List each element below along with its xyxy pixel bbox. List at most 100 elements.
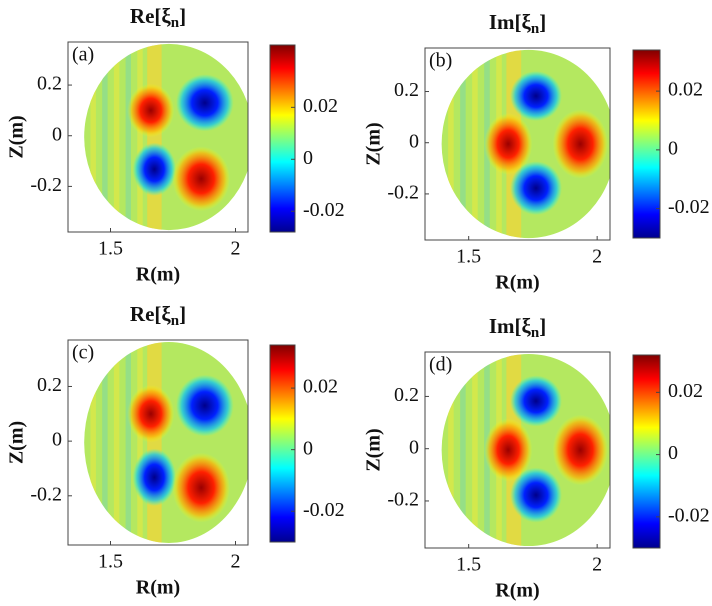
field-blob bbox=[552, 109, 609, 179]
field-stripe bbox=[102, 342, 108, 543]
y-tick-label: -0.2 bbox=[30, 483, 62, 505]
field bbox=[79, 42, 248, 232]
field-band bbox=[147, 342, 162, 543]
field-stripe bbox=[460, 49, 466, 239]
colorbar bbox=[632, 354, 661, 549]
field-blob bbox=[132, 448, 176, 507]
panel: Im[ξn] (d) R(m) Z(m) 1.5 2 0.2 0 -0.2 0.02 0 -0.02 bbox=[363, 314, 710, 602]
panel-title: Im[ξn] bbox=[489, 10, 546, 38]
colorbar-tick-label: 0 bbox=[303, 437, 313, 459]
colorbar bbox=[632, 49, 661, 239]
title-main: Im[ξ bbox=[489, 10, 532, 34]
field-blob bbox=[510, 161, 562, 216]
axes-frame bbox=[424, 47, 611, 241]
title-sub: n bbox=[531, 325, 540, 341]
title-sub: n bbox=[171, 313, 180, 329]
field-stripe bbox=[113, 342, 120, 543]
axes-frame bbox=[424, 351, 611, 549]
panel: Im[ξn] (b) R(m) Z(m) 1.5 2 0.2 0 -0.2 0.02 0 -0.02 bbox=[363, 10, 710, 294]
y-tick-label: 0 bbox=[52, 429, 62, 451]
x-tick-label: 2 bbox=[592, 246, 602, 268]
colorbar bbox=[269, 44, 296, 233]
field-stripe bbox=[125, 43, 131, 231]
x-tick-label: 2 bbox=[592, 554, 602, 576]
field-blob bbox=[132, 142, 176, 196]
y-tick-label: 0.2 bbox=[37, 73, 62, 95]
panel-label: (d) bbox=[429, 354, 452, 376]
title-end: ] bbox=[179, 4, 186, 28]
y-tick-label: 0.2 bbox=[394, 384, 419, 406]
field-blob bbox=[127, 385, 175, 443]
y-tick-label: 0.2 bbox=[37, 374, 62, 396]
colorbar bbox=[269, 344, 296, 543]
field-blob bbox=[176, 74, 234, 132]
axes-frame bbox=[67, 339, 249, 546]
field-stripe bbox=[113, 43, 120, 231]
y-tick-label: -0.2 bbox=[30, 174, 62, 196]
y-tick-label: -0.2 bbox=[387, 182, 419, 204]
colorbar-tick-label: -0.02 bbox=[303, 499, 345, 521]
colorbar-tick-label: -0.02 bbox=[303, 199, 345, 221]
colorbar-tick-label: 0.02 bbox=[668, 380, 703, 402]
field-blob bbox=[127, 83, 175, 137]
x-tick-label: 1.5 bbox=[98, 551, 123, 573]
field-stripe bbox=[448, 49, 454, 239]
x-axis-label: R(m) bbox=[495, 272, 539, 294]
panel: Re[ξn] (c) R(m) Z(m) 1.5 2 0.2 0 -0.2 0.02 0 -0.02 bbox=[6, 302, 345, 599]
title-end: ] bbox=[539, 314, 546, 338]
y-tick-label: 0 bbox=[52, 123, 62, 145]
y-axis-label: Z(m) bbox=[6, 421, 28, 464]
field-blob bbox=[510, 467, 562, 523]
x-tick-label: 2 bbox=[231, 238, 241, 260]
colorbar-tick-label: -0.02 bbox=[668, 504, 710, 526]
field-blob bbox=[510, 375, 562, 427]
colorbar-tick-label: 0.02 bbox=[303, 376, 338, 398]
field-stripe bbox=[472, 49, 478, 239]
x-axis-label: R(m) bbox=[136, 577, 180, 599]
panel-title: Re[ξn] bbox=[130, 302, 186, 330]
x-tick-label: 2 bbox=[231, 551, 241, 573]
field-blob bbox=[552, 414, 609, 486]
field-stripe bbox=[79, 42, 84, 232]
title-end: ] bbox=[179, 302, 186, 326]
field-blob bbox=[176, 374, 234, 437]
title-main: Re[ξ bbox=[130, 302, 171, 326]
field-band bbox=[147, 43, 162, 231]
y-tick-label: 0.2 bbox=[394, 79, 419, 101]
title-main: Im[ξ bbox=[489, 314, 532, 338]
field-stripe bbox=[441, 353, 442, 547]
field-stripe bbox=[125, 342, 131, 543]
title-end: ] bbox=[539, 10, 546, 34]
field-blob bbox=[484, 113, 533, 175]
panel-title: Re[ξn] bbox=[130, 4, 186, 32]
field-stripe bbox=[448, 353, 454, 547]
panel-label: (b) bbox=[429, 50, 452, 72]
y-tick-label: 0 bbox=[409, 436, 419, 458]
colorbar-tick-label: 0 bbox=[303, 147, 313, 169]
field-stripe bbox=[90, 342, 96, 543]
x-tick-label: 1.5 bbox=[98, 238, 123, 260]
panel: Re[ξn] (a) R(m) Z(m) 1.5 2 0.2 0 -0.2 0.02 0 -0.02 bbox=[6, 4, 345, 286]
title-sub: n bbox=[171, 15, 180, 31]
panel-title: Im[ξn] bbox=[489, 314, 546, 342]
y-tick-label: -0.2 bbox=[387, 489, 419, 511]
x-axis-label: R(m) bbox=[136, 264, 180, 286]
field-stripe bbox=[472, 353, 478, 547]
panel-label: (c) bbox=[72, 342, 94, 364]
title-main: Re[ξ bbox=[130, 4, 171, 28]
colorbar-tick-label: -0.02 bbox=[668, 196, 710, 218]
x-tick-label: 1.5 bbox=[456, 246, 481, 268]
x-tick-label: 1.5 bbox=[456, 554, 481, 576]
field-blob bbox=[172, 452, 230, 523]
field-blob bbox=[510, 71, 562, 121]
y-axis-label: Z(m) bbox=[363, 428, 385, 471]
field-stripe bbox=[441, 49, 442, 239]
field-stripe bbox=[90, 43, 96, 231]
y-axis-label: Z(m) bbox=[6, 115, 28, 158]
field-stripe bbox=[460, 353, 466, 547]
panel-label: (a) bbox=[72, 44, 94, 66]
title-sub: n bbox=[531, 21, 540, 37]
colorbar-tick-label: 0 bbox=[668, 442, 678, 464]
field bbox=[84, 342, 248, 543]
